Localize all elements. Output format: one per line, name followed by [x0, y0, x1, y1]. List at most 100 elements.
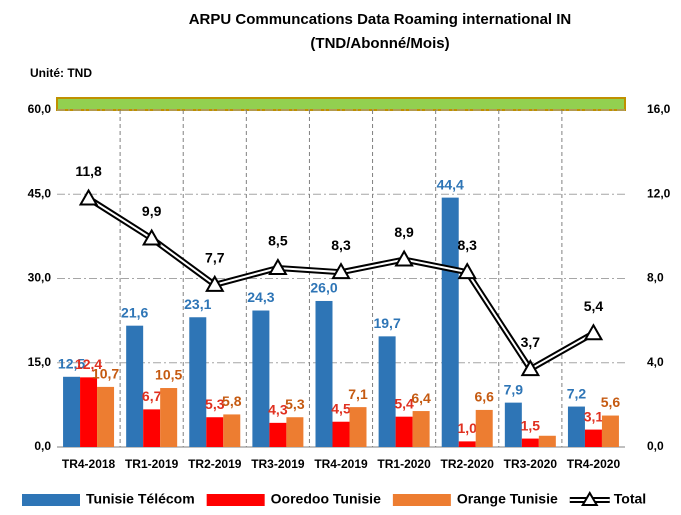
value-label: 12,4: [75, 356, 102, 372]
y-tick-label: 45,0: [28, 186, 52, 200]
total-marker: [457, 262, 477, 280]
total-marker: [205, 274, 225, 292]
bar: [504, 402, 522, 447]
x-tick-label: TR1-2020: [377, 457, 431, 471]
total-marker: [394, 249, 414, 267]
chart-title: ARPU Communcations Data Roaming internat…: [189, 11, 572, 28]
value-label: 21,6: [121, 304, 148, 320]
value-label: 44,4: [437, 176, 464, 192]
bar: [349, 407, 367, 447]
bar: [80, 377, 98, 447]
x-tick-label: TR4-2020: [567, 457, 621, 471]
value-label: 10,7: [92, 366, 119, 382]
bar: [412, 411, 430, 447]
value-label: 3,7: [521, 334, 541, 350]
value-label: 26,0: [310, 280, 337, 296]
bar: [223, 414, 241, 447]
value-label: 12,5: [58, 355, 85, 371]
legend-marker: [581, 491, 599, 506]
value-label: 4,5: [331, 400, 351, 416]
bar: [63, 376, 81, 447]
bar: [143, 409, 161, 447]
bar: [206, 417, 224, 447]
value-label: 19,7: [373, 315, 400, 331]
bar: [269, 422, 287, 447]
bar: [315, 300, 333, 447]
value-label: 10,5: [155, 367, 182, 383]
x-tick-label: TR1-2019: [125, 457, 179, 471]
x-tick-label: TR4-2019: [314, 457, 368, 471]
value-label: 5,4: [584, 298, 604, 314]
value-label: 6,6: [474, 389, 494, 405]
x-tick-label: TR2-2020: [441, 457, 495, 471]
y2-tick-label: 8,0: [647, 271, 664, 285]
bar: [475, 409, 493, 447]
y-tick-label: 15,0: [28, 355, 52, 369]
bar: [332, 421, 350, 447]
bar: [441, 197, 459, 447]
legend-label: Orange Tunisie: [457, 491, 558, 507]
x-tick-label: TR4-2018: [62, 457, 116, 471]
value-label: 11,8: [75, 163, 102, 179]
value-label: 5,6: [601, 394, 621, 410]
value-label: 8,3: [331, 237, 351, 253]
chart-subtitle: (TND/Abonné/Mois): [310, 35, 449, 52]
value-label: 3,1: [584, 408, 604, 424]
value-label: 1,0: [457, 420, 477, 436]
legend-label: Tunisie Télécom: [86, 491, 195, 507]
x-tick-label: TR2-2019: [188, 457, 242, 471]
bar: [521, 438, 539, 447]
bar: [189, 317, 207, 447]
bar: [97, 386, 115, 447]
value-label: 5,3: [285, 396, 305, 412]
bar: [584, 429, 602, 447]
bar: [567, 406, 585, 447]
y-tick-label: 30,0: [28, 271, 52, 285]
total-marker: [520, 359, 541, 377]
y2-tick-label: 12,0: [647, 186, 671, 200]
x-tick-label: TR3-2019: [251, 457, 305, 471]
unit-label: Unité: TND: [30, 66, 92, 80]
y2-tick-label: 0,0: [647, 439, 664, 453]
x-tick-label: TR3-2020: [504, 457, 558, 471]
legend-swatch: [392, 494, 451, 506]
value-label: 24,3: [247, 289, 274, 305]
value-label: 7,2: [567, 385, 587, 401]
y2-tick-label: 4,0: [647, 355, 664, 369]
value-label: 6,7: [142, 388, 162, 404]
value-label: 7,7: [205, 250, 225, 266]
bar: [378, 336, 396, 447]
y-tick-label: 60,0: [28, 102, 52, 116]
value-label: 1,5: [521, 417, 541, 433]
value-label: 7,9: [504, 381, 524, 397]
value-label: 5,8: [222, 393, 242, 409]
total-marker: [141, 228, 162, 246]
total-line-inner: [88, 197, 594, 371]
top-band: [56, 97, 626, 111]
value-label: 5,4: [394, 395, 414, 411]
bar: [538, 435, 556, 447]
value-label: 23,1: [184, 296, 211, 312]
total-marker: [78, 188, 99, 206]
y2-tick-label: 16,0: [647, 102, 671, 116]
total-marker: [583, 323, 604, 341]
legend-swatch: [22, 494, 80, 506]
bar: [126, 325, 144, 447]
legend-swatch: [206, 494, 265, 506]
value-label: 6,4: [411, 390, 431, 406]
bar: [286, 417, 304, 447]
value-label: 7,1: [348, 386, 368, 402]
value-label: 8,5: [268, 233, 288, 249]
y-tick-label: 0,0: [34, 439, 51, 453]
total-marker: [268, 257, 288, 275]
value-label: 9,9: [142, 203, 162, 219]
value-label: 5,3: [205, 396, 225, 412]
total-marker: [331, 262, 351, 280]
total-line: [86, 195, 595, 374]
bar: [458, 441, 476, 447]
legend-label: Total: [614, 491, 646, 507]
value-label: 8,9: [394, 224, 414, 240]
value-label: 4,3: [268, 402, 288, 418]
bar: [252, 310, 270, 447]
bar: [160, 388, 178, 447]
